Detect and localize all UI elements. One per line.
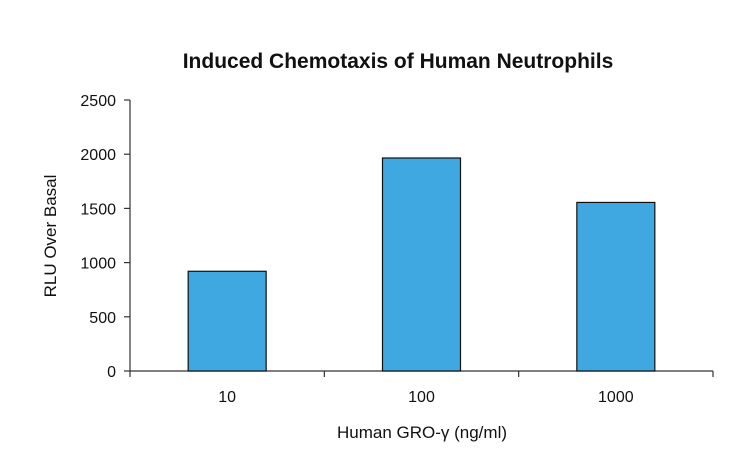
x-tick-label: 100 (408, 389, 435, 406)
x-axis-label: Human GRO-γ (ng/ml) (337, 423, 507, 442)
bars (187, 157, 656, 372)
bar-10 (187, 270, 267, 372)
x-tick-labels: 10 100 1000 (218, 389, 633, 406)
bar-100 (381, 157, 462, 372)
y-tick-label: 1500 (80, 201, 116, 218)
y-tick-label: 0 (107, 364, 116, 381)
y-ticks: 0 500 1000 1500 2000 2500 (80, 93, 130, 381)
bar-1000 (576, 201, 656, 372)
y-tick-label: 1000 (80, 256, 116, 273)
chart-title: Induced Chemotaxis of Human Neutrophils (183, 50, 614, 73)
y-tick-label: 500 (89, 310, 116, 327)
y-axis-label: RLU Over Basal (41, 175, 60, 298)
x-tick-label: 1000 (598, 389, 634, 406)
y-tick-label: 2000 (80, 147, 116, 164)
x-tick-label: 10 (218, 389, 236, 406)
y-tick-label: 2500 (80, 93, 116, 110)
x-ticks (129, 371, 714, 377)
